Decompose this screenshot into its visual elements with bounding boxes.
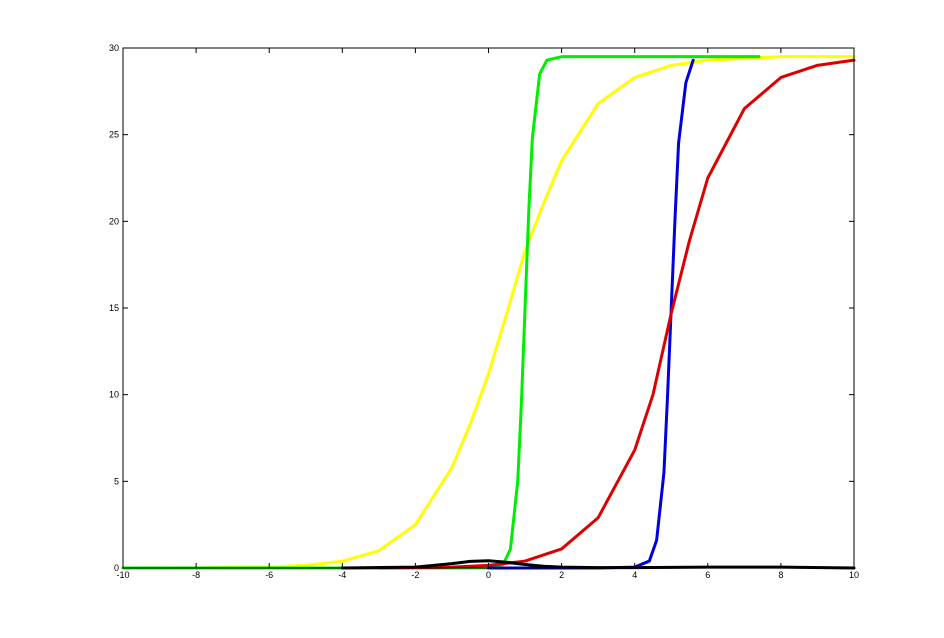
y-tick-label: 5	[114, 476, 119, 486]
x-tick-labels: -10 -8 -6 -4 -2 0 2 4 6 8 10	[116, 570, 859, 580]
y-tick-label: 10	[109, 390, 119, 400]
series-line-1	[121, 55, 856, 570]
series-line-4	[377, 58, 856, 570]
x-tick-label: -8	[192, 570, 200, 580]
series-line-5	[340, 559, 856, 570]
y-tick-label: 15	[109, 303, 119, 313]
plot-area	[123, 48, 854, 568]
x-tick-label: 8	[778, 570, 783, 580]
x-tick-label: 2	[559, 570, 564, 580]
x-tick-label: -6	[265, 570, 273, 580]
x-tick-label: 10	[849, 570, 859, 580]
y-tick-labels: 0 5 10 15 20 25 30	[109, 43, 119, 573]
x-tick-label: 0	[486, 570, 491, 580]
y-tick-label: 25	[109, 130, 119, 140]
series-lines	[121, 55, 856, 570]
plot-frame	[122, 47, 855, 569]
y-tick-label: 30	[109, 43, 119, 53]
y-tick-label: 0	[114, 563, 119, 573]
x-tick-label: -2	[411, 570, 419, 580]
x-tick-label: -4	[338, 570, 346, 580]
x-tick-label: 4	[632, 570, 637, 580]
x-tick-label: -10	[116, 570, 129, 580]
x-tick-label: 6	[705, 570, 710, 580]
y-tick-label: 20	[109, 216, 119, 226]
